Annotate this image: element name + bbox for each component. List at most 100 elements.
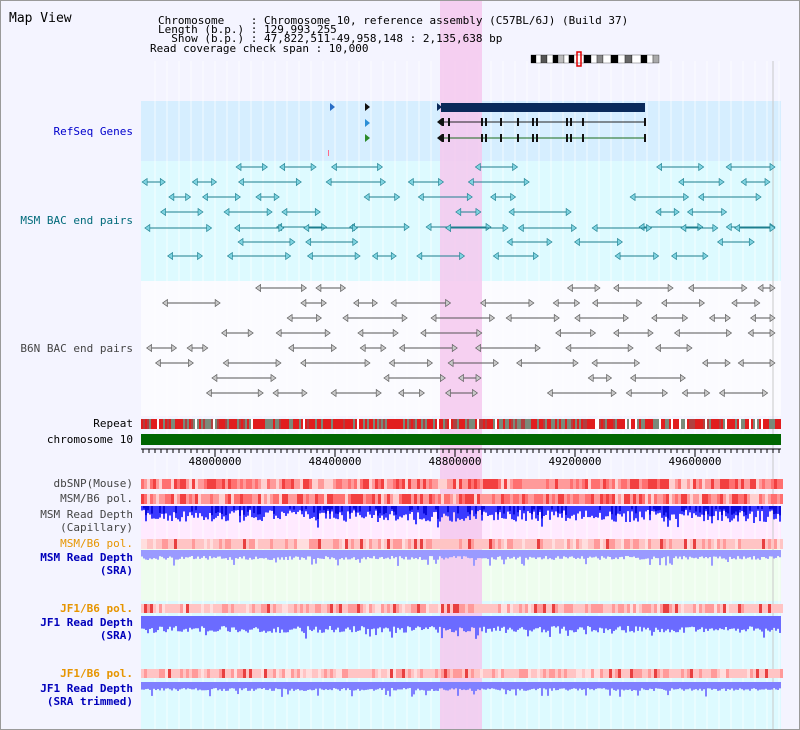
depth-bar	[219, 682, 221, 690]
heat-cell	[600, 539, 603, 549]
heat-cell	[483, 669, 486, 678]
heat-cell	[399, 539, 402, 549]
depth-bar	[365, 616, 367, 635]
depth-bar	[387, 682, 389, 691]
depth-bar	[775, 506, 777, 514]
depth-bar	[327, 550, 329, 558]
depth-bar	[341, 550, 343, 559]
heat-cell	[639, 669, 642, 678]
heat-cell	[654, 494, 657, 504]
repeat-segment	[633, 419, 635, 429]
heat-cell	[621, 494, 624, 504]
bac-end	[447, 358, 454, 368]
depth-bar	[495, 682, 497, 690]
heat-cell	[504, 479, 507, 489]
repeat-segment	[199, 419, 201, 429]
depth-bar	[147, 506, 149, 511]
track-label-jf1-b6-pol-2: JF1/B6 pol.	[60, 667, 133, 680]
heat-cell	[216, 669, 219, 678]
heat-cell	[456, 669, 459, 678]
repeat-segment	[403, 419, 405, 429]
depth-bar	[197, 616, 199, 629]
depth-bar	[613, 682, 615, 691]
heat-cell	[546, 479, 549, 489]
heat-cell	[231, 539, 234, 549]
heat-cell	[573, 479, 576, 489]
depth-bar	[151, 550, 153, 560]
depth-bar	[565, 616, 567, 631]
bac-end	[590, 328, 597, 338]
gene-arrow	[437, 118, 442, 126]
heat-cell	[186, 604, 189, 613]
repeat-segment	[489, 419, 491, 429]
heat-cell	[147, 479, 150, 489]
repeat-segment	[269, 419, 271, 429]
heat-cell	[285, 539, 288, 549]
repeat-segment	[239, 419, 241, 429]
heat-cell	[738, 604, 741, 613]
depth-bar	[471, 506, 473, 511]
repeat-segment	[387, 419, 389, 429]
depth-bar	[511, 550, 513, 559]
depth-bar	[551, 550, 553, 560]
depth-bar	[687, 550, 689, 560]
depth-bar	[347, 550, 349, 560]
depth-bar	[339, 616, 341, 633]
bac-end	[636, 298, 643, 308]
heat-cell	[609, 669, 612, 678]
depth-bar	[313, 682, 315, 691]
depth-bar	[381, 506, 383, 516]
heat-cell	[249, 604, 252, 613]
heat-cell	[429, 479, 432, 489]
depth-bar	[631, 550, 633, 558]
heat-cell	[294, 539, 297, 549]
depth-bar	[349, 550, 351, 560]
depth-bar	[411, 550, 413, 558]
heat-cell	[195, 494, 198, 504]
depth-bar	[371, 506, 373, 518]
heat-cell	[714, 604, 717, 613]
heat-cell	[351, 669, 354, 678]
depth-bar	[229, 506, 231, 514]
depth-bar	[395, 550, 397, 558]
depth-bar	[391, 682, 393, 689]
depth-bar	[595, 682, 597, 689]
depth-bar	[343, 682, 345, 689]
heat-cell	[510, 604, 513, 613]
heat-cell	[507, 604, 510, 613]
repeat-segment	[461, 419, 463, 429]
depth-bar	[433, 616, 435, 628]
repeat-segment	[285, 419, 287, 429]
depth-bar	[355, 616, 357, 632]
repeat-segment	[173, 419, 175, 429]
heat-cell	[261, 494, 264, 504]
repeat-segment	[405, 419, 407, 429]
depth-bar	[583, 616, 585, 630]
depth-bar	[279, 506, 281, 520]
depth-bar	[385, 550, 387, 559]
heat-cell	[744, 604, 747, 613]
bac-end	[725, 162, 732, 172]
heat-cell	[435, 669, 438, 678]
depth-bar	[615, 506, 617, 516]
depth-bar	[675, 550, 677, 557]
depth-bar	[563, 682, 565, 689]
depth-bar	[683, 616, 685, 633]
repeat-segment	[627, 419, 629, 429]
heat-cell	[189, 539, 192, 549]
heat-cell	[501, 604, 504, 613]
depth-bar	[325, 506, 327, 514]
bac-end	[235, 162, 242, 172]
depth-bar	[419, 616, 421, 628]
bac-end	[222, 358, 229, 368]
heat-cell	[405, 494, 408, 504]
depth-bar	[167, 682, 169, 689]
bac-end	[275, 358, 282, 368]
heat-cell	[204, 669, 207, 678]
heat-cell	[480, 604, 483, 613]
depth-bar	[441, 616, 443, 639]
depth-bar	[235, 506, 237, 511]
repeat-segment	[729, 419, 731, 429]
bac-end	[528, 298, 535, 308]
